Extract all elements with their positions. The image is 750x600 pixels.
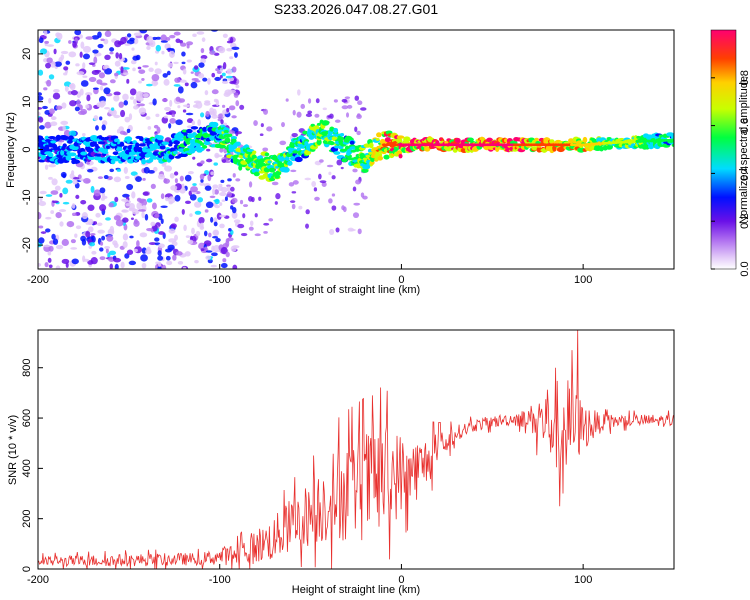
heatmap-y-tick-label: 10: [21, 96, 33, 108]
heatmap-y-tick-label: -20: [21, 237, 33, 253]
snr-y-tick-label: 400: [21, 459, 33, 477]
snr-y-tick-label: 0: [21, 566, 33, 572]
colorbar-tick-label: 0.8: [739, 70, 750, 85]
heatmap-x-tick-label: -100: [209, 274, 231, 286]
heatmap-x-tick-label: 100: [574, 274, 592, 286]
snr-y-tick-label: 800: [21, 359, 33, 377]
snr-x-axis-label: Height of straight line (km): [292, 584, 420, 596]
heatmap-x-tick-label: -200: [27, 274, 49, 286]
snr-x-tick-label: -100: [209, 574, 231, 586]
colorbar: [710, 29, 737, 270]
colorbar-tick-label: 0.0: [739, 261, 750, 276]
snr-y-ticks: 0 200 400 600 800: [21, 359, 43, 572]
snr-frame: [37, 329, 675, 570]
snr-y-tick-label: 600: [21, 409, 33, 427]
colorbar-label: Normalized spectral amplitude: [738, 76, 750, 224]
colorbar-tick-label: 0.2: [739, 214, 750, 229]
colorbar-tick-label: 0.6: [739, 118, 750, 133]
heatmap-y-tick-label: -10: [21, 189, 33, 205]
heatmap-x-tick-label: 0: [398, 274, 404, 286]
heatmap-y-tick-label: 20: [21, 48, 33, 60]
heatmap-y-axis-label: Frequency (Hz): [5, 112, 17, 188]
heatmap-main-ridge: [38, 119, 674, 182]
heatmap-x-ticks: -200 -100 0 100: [27, 264, 592, 286]
heatmap-y-ticks: -20 -10 0 10 20: [21, 48, 43, 253]
colorbar-ticks: 0.0 0.2 0.4 0.6 0.8: [711, 70, 750, 277]
snr-x-tick-label: 0: [398, 574, 404, 586]
heatmap-scatter-region: [38, 30, 368, 269]
snr-y-axis-label: SNR (10 * v/v): [7, 415, 19, 485]
snr-x-tick-label: 100: [574, 574, 592, 586]
snr-x-tick-label: -200: [27, 574, 49, 586]
heatmap-y-tick-label: 0: [21, 146, 33, 152]
heatmap-plot-area: [38, 30, 674, 269]
snr-x-ticks: -200 -100 0 100: [27, 564, 592, 586]
snr-series-line: [38, 330, 674, 569]
snr-y-tick-label: 200: [21, 510, 33, 528]
snr-plot-area: [38, 330, 674, 569]
chart-title: S233.2026.047.08.27.G01: [274, 1, 438, 17]
heatmap-x-axis-label: Height of straight line (km): [292, 284, 420, 296]
colorbar-tick-label: 0.4: [739, 166, 750, 181]
